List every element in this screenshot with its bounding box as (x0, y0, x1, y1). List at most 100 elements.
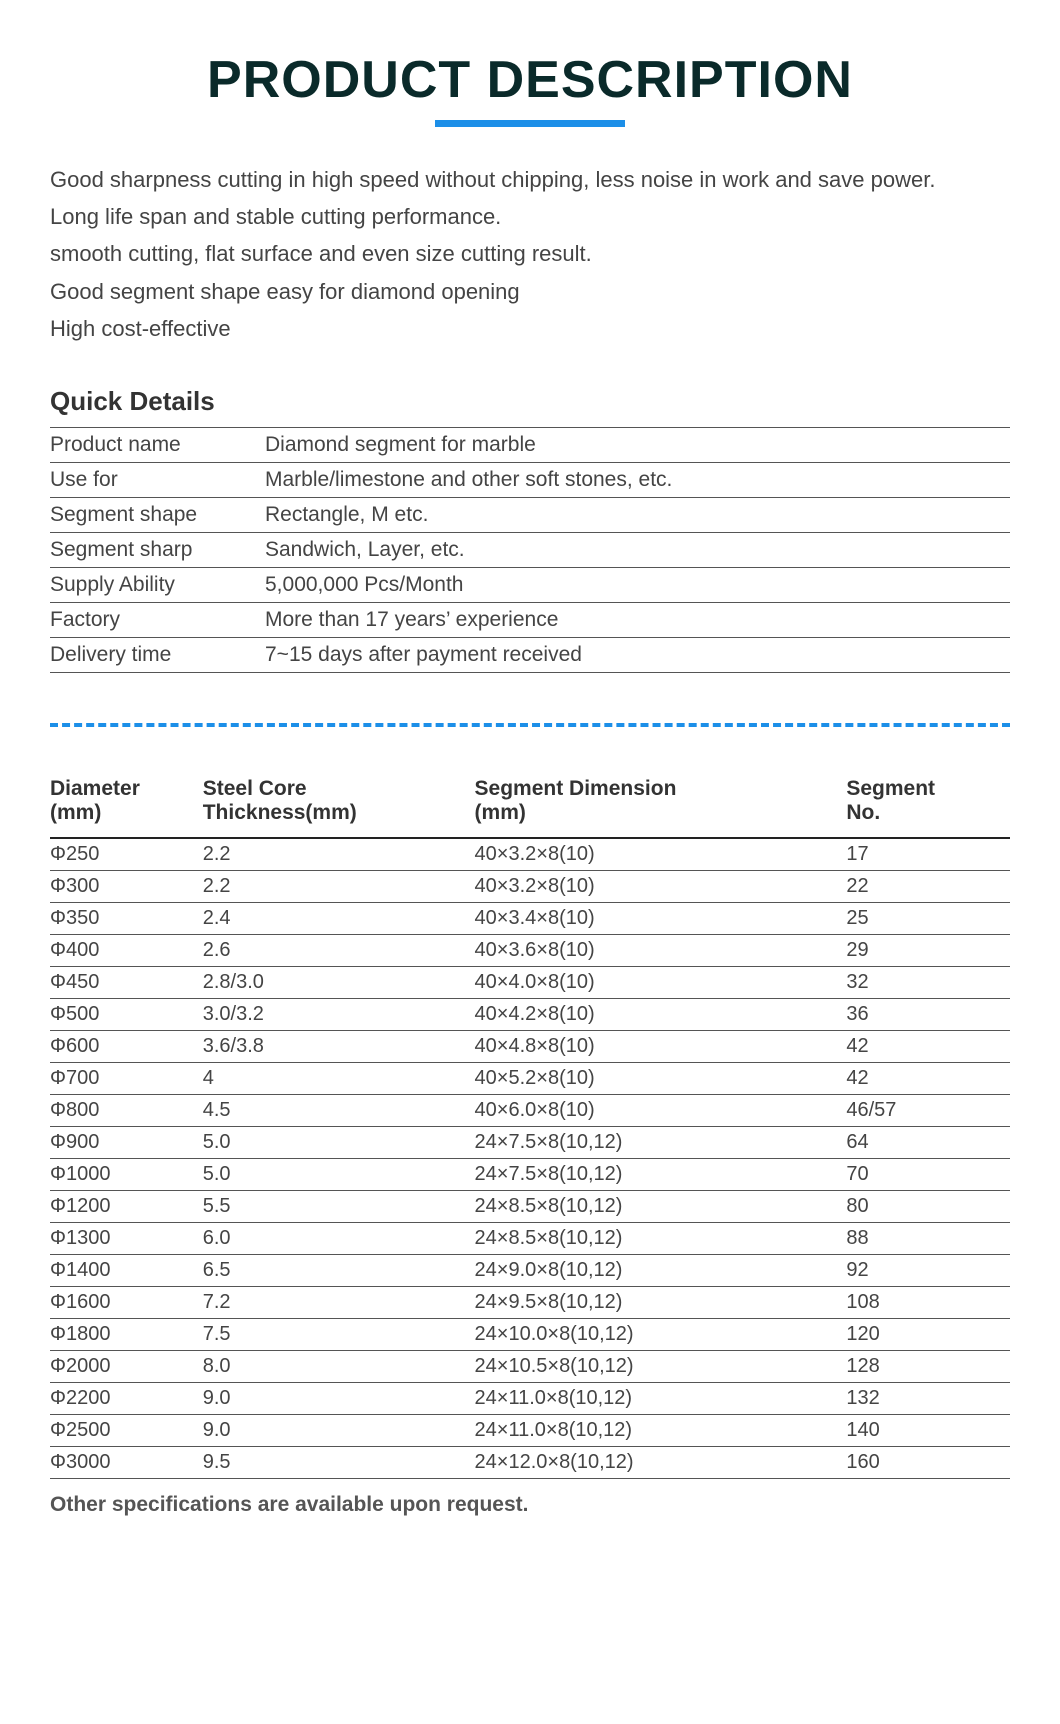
details-value: 5,000,000 Pcs/Month (265, 567, 1010, 602)
specs-cell: 25 (846, 902, 1010, 934)
specs-cell: Φ400 (50, 934, 203, 966)
details-row: Delivery time7~15 days after payment rec… (50, 637, 1010, 672)
specs-row: Φ25009.024×11.0×8(10,12)140 (50, 1414, 1010, 1446)
details-key: Segment sharp (50, 532, 265, 567)
specs-cell: 42 (846, 1062, 1010, 1094)
specs-cell: 3.0/3.2 (203, 998, 465, 1030)
details-key: Delivery time (50, 637, 265, 672)
specs-cell: 40×6.0×8(10) (465, 1094, 847, 1126)
specs-cell: Φ1000 (50, 1158, 203, 1190)
details-row: Product nameDiamond segment for marble (50, 427, 1010, 462)
specs-column-header: Diameter(mm) (50, 777, 203, 838)
specs-row: Φ3502.440×3.4×8(10)25 (50, 902, 1010, 934)
specs-cell: Φ900 (50, 1126, 203, 1158)
specs-cell: Φ1300 (50, 1222, 203, 1254)
title-block: PRODUCT DESCRIPTION (50, 50, 1010, 127)
specs-cell: 24×10.0×8(10,12) (465, 1318, 847, 1350)
specs-cell: 40×3.2×8(10) (465, 838, 847, 871)
specs-cell: 6.0 (203, 1222, 465, 1254)
title-underline-icon (435, 120, 625, 127)
specs-row: Φ5003.0/3.240×4.2×8(10)36 (50, 998, 1010, 1030)
specs-row: Φ10005.024×7.5×8(10,12)70 (50, 1158, 1010, 1190)
specs-cell: 36 (846, 998, 1010, 1030)
specs-cell: 24×9.5×8(10,12) (465, 1286, 847, 1318)
specs-table: Diameter(mm)Steel CoreThickness(mm)Segme… (50, 777, 1010, 1479)
specs-cell: Φ1800 (50, 1318, 203, 1350)
page: PRODUCT DESCRIPTION Good sharpness cutti… (0, 0, 1060, 1577)
specs-cell: 5.0 (203, 1158, 465, 1190)
dashed-divider-icon (50, 723, 1010, 727)
specs-cell: 132 (846, 1382, 1010, 1414)
specs-cell: Φ1400 (50, 1254, 203, 1286)
specs-cell: 24×9.0×8(10,12) (465, 1254, 847, 1286)
specs-cell: 24×7.5×8(10,12) (465, 1126, 847, 1158)
specs-cell: 6.5 (203, 1254, 465, 1286)
specs-cell: 2.4 (203, 902, 465, 934)
specs-cell: Φ2200 (50, 1382, 203, 1414)
details-key: Segment shape (50, 497, 265, 532)
specs-cell: 9.5 (203, 1446, 465, 1478)
specs-row: Φ700440×5.2×8(10)42 (50, 1062, 1010, 1094)
details-row: FactoryMore than 17 years’ experience (50, 602, 1010, 637)
specs-cell: Φ2500 (50, 1414, 203, 1446)
specs-cell: Φ800 (50, 1094, 203, 1126)
specs-row: Φ9005.024×7.5×8(10,12)64 (50, 1126, 1010, 1158)
column-header-line1: Segment (846, 777, 935, 800)
details-value: Marble/limestone and other soft stones, … (265, 462, 1010, 497)
specs-cell: 32 (846, 966, 1010, 998)
specs-cell: 22 (846, 870, 1010, 902)
specs-cell: 8.0 (203, 1350, 465, 1382)
specs-cell: Φ250 (50, 838, 203, 871)
specs-column-header: Steel CoreThickness(mm) (203, 777, 465, 838)
details-value: Sandwich, Layer, etc. (265, 532, 1010, 567)
details-row: Segment sharpSandwich, Layer, etc. (50, 532, 1010, 567)
specs-cell: 40×5.2×8(10) (465, 1062, 847, 1094)
details-row: Supply Ability5,000,000 Pcs/Month (50, 567, 1010, 602)
specs-cell: 40×3.2×8(10) (465, 870, 847, 902)
specs-cell: 4 (203, 1062, 465, 1094)
description-line: High cost-effective (50, 311, 1010, 346)
specs-cell: Φ2000 (50, 1350, 203, 1382)
specs-cell: 3.6/3.8 (203, 1030, 465, 1062)
specs-cell: 24×7.5×8(10,12) (465, 1158, 847, 1190)
specs-cell: 24×11.0×8(10,12) (465, 1382, 847, 1414)
details-key: Use for (50, 462, 265, 497)
specs-cell: 17 (846, 838, 1010, 871)
specs-row: Φ3002.240×3.2×8(10)22 (50, 870, 1010, 902)
specs-cell: 7.5 (203, 1318, 465, 1350)
specs-cell: 2.2 (203, 870, 465, 902)
details-value: 7~15 days after payment received (265, 637, 1010, 672)
specs-cell: Φ1600 (50, 1286, 203, 1318)
specs-cell: 24×11.0×8(10,12) (465, 1414, 847, 1446)
description-line: Good segment shape easy for diamond open… (50, 274, 1010, 309)
specs-cell: 128 (846, 1350, 1010, 1382)
specs-cell: 108 (846, 1286, 1010, 1318)
specs-cell: 29 (846, 934, 1010, 966)
specs-row: Φ12005.524×8.5×8(10,12)80 (50, 1190, 1010, 1222)
specs-cell: 80 (846, 1190, 1010, 1222)
specs-cell: 88 (846, 1222, 1010, 1254)
details-key: Factory (50, 602, 265, 637)
details-value: Diamond segment for marble (265, 427, 1010, 462)
specs-cell: 4.5 (203, 1094, 465, 1126)
quick-details-table: Product nameDiamond segment for marbleUs… (50, 427, 1010, 673)
column-header-line2: (mm) (475, 801, 526, 824)
specs-row: Φ8004.540×6.0×8(10)46/57 (50, 1094, 1010, 1126)
column-header-line1: Diameter (50, 777, 140, 800)
specs-cell: Φ500 (50, 998, 203, 1030)
specs-row: Φ4502.8/3.040×4.0×8(10)32 (50, 966, 1010, 998)
specs-cell: 140 (846, 1414, 1010, 1446)
specs-cell: 2.8/3.0 (203, 966, 465, 998)
specs-cell: 24×10.5×8(10,12) (465, 1350, 847, 1382)
details-row: Use forMarble/limestone and other soft s… (50, 462, 1010, 497)
column-header-line1: Segment Dimension (475, 777, 677, 800)
specs-row: Φ14006.524×9.0×8(10,12)92 (50, 1254, 1010, 1286)
specs-row: Φ13006.024×8.5×8(10,12)88 (50, 1222, 1010, 1254)
specs-cell: 120 (846, 1318, 1010, 1350)
description-line: Long life span and stable cutting perfor… (50, 199, 1010, 234)
details-row: Segment shapeRectangle, M etc. (50, 497, 1010, 532)
column-header-line1: Steel Core (203, 777, 307, 800)
details-key: Supply Ability (50, 567, 265, 602)
specs-row: Φ2502.240×3.2×8(10)17 (50, 838, 1010, 871)
details-key: Product name (50, 427, 265, 462)
